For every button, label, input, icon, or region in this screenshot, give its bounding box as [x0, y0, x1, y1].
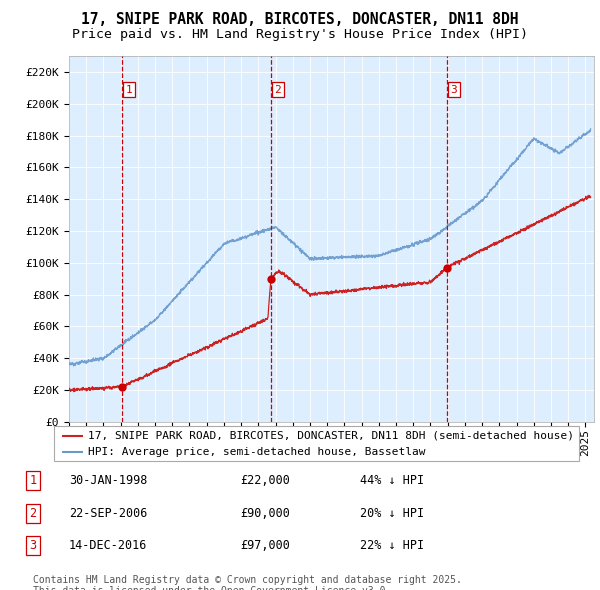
Text: 14-DEC-2016: 14-DEC-2016: [69, 539, 148, 552]
Text: Price paid vs. HM Land Registry's House Price Index (HPI): Price paid vs. HM Land Registry's House …: [72, 28, 528, 41]
Text: 44% ↓ HPI: 44% ↓ HPI: [360, 474, 424, 487]
Text: Contains HM Land Registry data © Crown copyright and database right 2025.
This d: Contains HM Land Registry data © Crown c…: [33, 575, 462, 590]
Text: 2: 2: [29, 507, 37, 520]
Text: £90,000: £90,000: [240, 507, 290, 520]
Text: 2: 2: [274, 85, 281, 94]
Text: 3: 3: [29, 539, 37, 552]
Text: 22-SEP-2006: 22-SEP-2006: [69, 507, 148, 520]
Text: 3: 3: [451, 85, 457, 94]
Text: HPI: Average price, semi-detached house, Bassetlaw: HPI: Average price, semi-detached house,…: [88, 447, 425, 457]
Text: 1: 1: [125, 85, 132, 94]
Text: 17, SNIPE PARK ROAD, BIRCOTES, DONCASTER, DN11 8DH: 17, SNIPE PARK ROAD, BIRCOTES, DONCASTER…: [81, 12, 519, 27]
Text: £97,000: £97,000: [240, 539, 290, 552]
Text: 17, SNIPE PARK ROAD, BIRCOTES, DONCASTER, DN11 8DH (semi-detached house): 17, SNIPE PARK ROAD, BIRCOTES, DONCASTER…: [88, 431, 574, 441]
Text: 30-JAN-1998: 30-JAN-1998: [69, 474, 148, 487]
Text: £22,000: £22,000: [240, 474, 290, 487]
Text: 22% ↓ HPI: 22% ↓ HPI: [360, 539, 424, 552]
Text: 20% ↓ HPI: 20% ↓ HPI: [360, 507, 424, 520]
Text: 1: 1: [29, 474, 37, 487]
